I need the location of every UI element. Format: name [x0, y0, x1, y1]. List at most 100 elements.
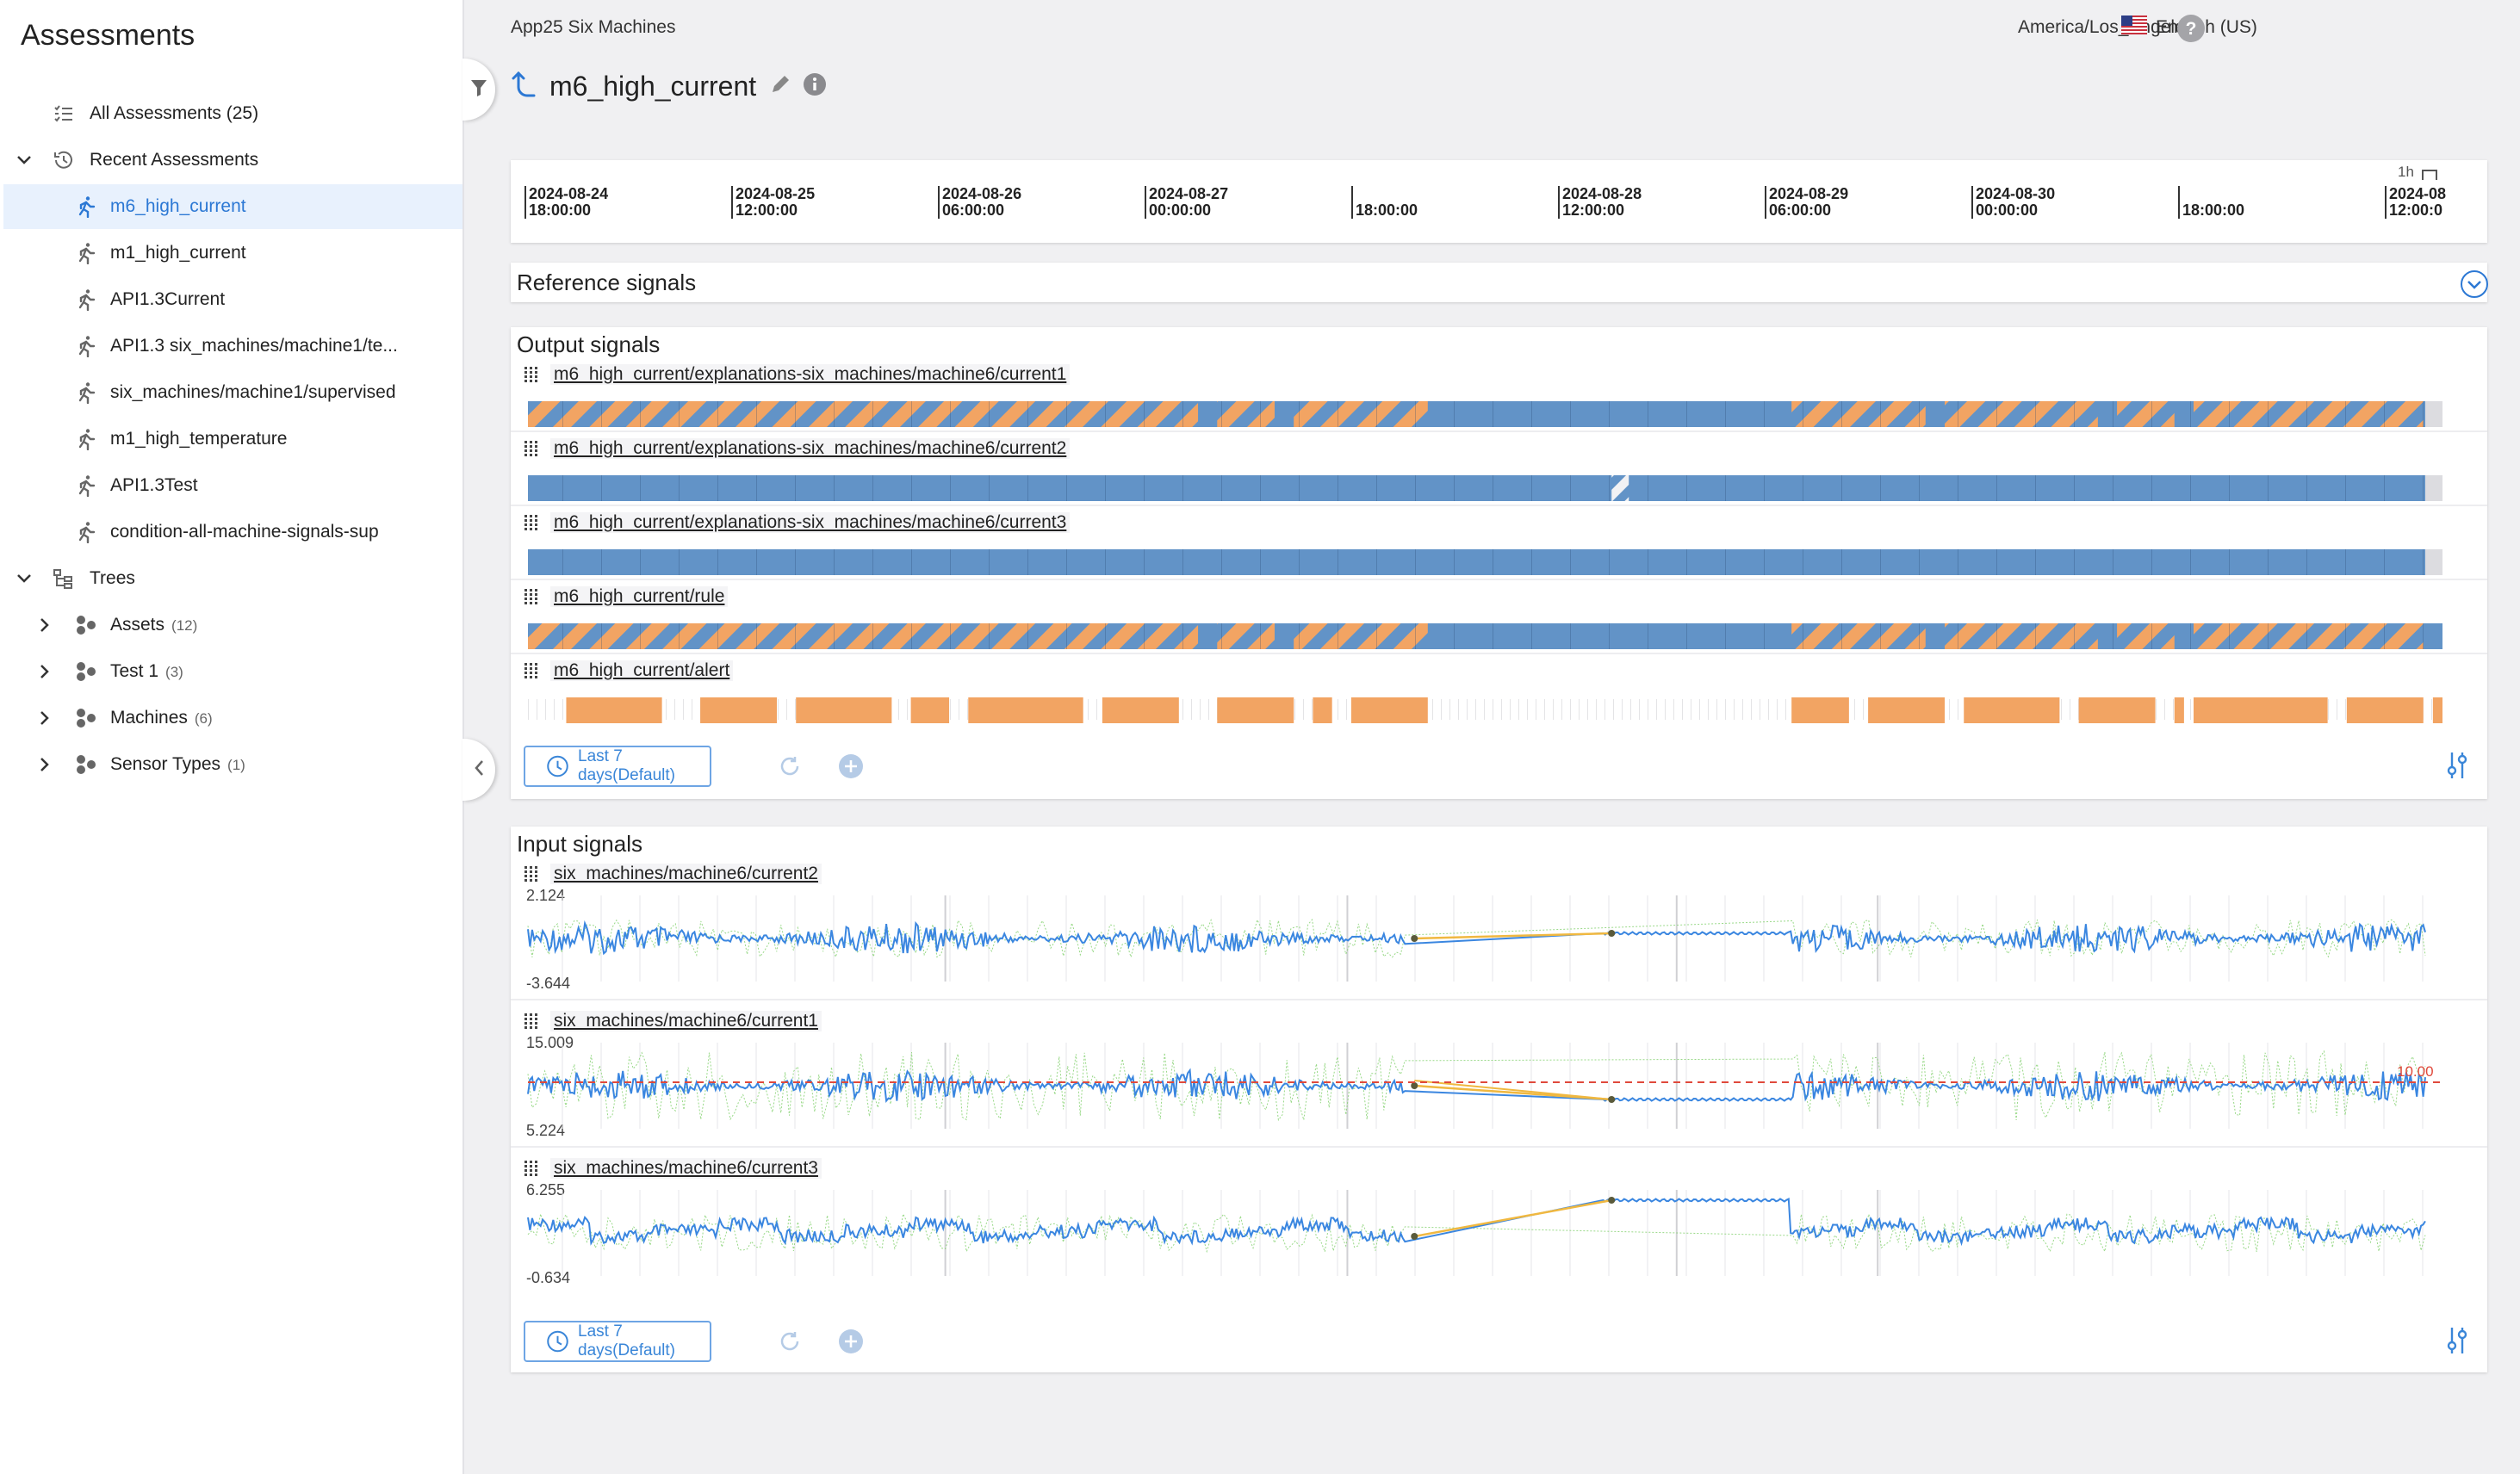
input-signal-link[interactable]: six_machines/machine6/current1: [550, 1011, 822, 1031]
collapse-sidebar-button[interactable]: [462, 739, 495, 801]
sidebar-item-condition-all-machine-signals[interactable]: condition-all-machine-signals-sup: [3, 510, 462, 554]
sidebar-item-api13test[interactable]: API1.3Test: [3, 463, 462, 508]
expand-chevron-icon[interactable]: [2460, 269, 2489, 303]
state-track[interactable]: [511, 618, 2474, 649]
drag-handle-icon[interactable]: [523, 587, 540, 606]
sidebar-group-recent-assessments[interactable]: Recent Assessments: [3, 138, 462, 183]
time-axis-panel[interactable]: 2024-08-24 18:00:00 2024-08-25 12:00:00 20…: [511, 160, 2487, 243]
sidebar-tree-machines[interactable]: Machines (6): [3, 696, 462, 740]
timezone-selector[interactable]: America/Los_Angeles: [2018, 17, 2194, 37]
time-range-button[interactable]: Last 7 days(Default): [524, 746, 711, 787]
sidebar-item-six-machines-supervised[interactable]: six_machines/machine1/supervised: [3, 370, 462, 415]
signal-plot[interactable]: [511, 1190, 2474, 1276]
sample-divider: [601, 401, 602, 427]
time-range-button[interactable]: Last 7 days(Default): [524, 1321, 711, 1362]
alert-gap-tick: [683, 699, 684, 720]
sample-divider: [562, 623, 563, 649]
adjust-sliders-icon[interactable]: [2442, 751, 2472, 780]
back-arrow-icon[interactable]: [512, 70, 537, 103]
sample-divider: [1182, 623, 1183, 649]
alert-gap-tick: [1467, 699, 1468, 720]
alert-gap-tick: [1346, 699, 1347, 720]
chevron-right-icon[interactable]: [36, 756, 53, 773]
signal-plot[interactable]: [511, 1043, 2474, 1129]
adjust-sliders-icon[interactable]: [2442, 1326, 2472, 1355]
sample-divider: [1919, 623, 1920, 649]
sidebar-item-m6-high-current[interactable]: m6_high_current: [3, 184, 462, 229]
sidebar-tree-assets[interactable]: Assets (12): [3, 603, 462, 647]
state-track[interactable]: [511, 396, 2474, 427]
sidebar-item-all-assessments[interactable]: All Assessments (25): [3, 91, 462, 136]
sample-divider: [1570, 475, 1571, 501]
sample-divider: [1880, 401, 1881, 427]
chevron-down-icon[interactable]: [16, 152, 33, 169]
sample-divider: [1531, 623, 1532, 649]
edit-pencil-icon[interactable]: [770, 74, 791, 99]
alert-segment: [1964, 697, 2060, 723]
state-track[interactable]: [511, 470, 2474, 501]
add-signal-icon[interactable]: [836, 1327, 866, 1356]
input-signal-header: six_machines/machine6/current1: [523, 1008, 822, 1034]
sidebar-item-m1-high-current[interactable]: m1_high_current: [3, 231, 462, 276]
alert-gap-tick: [1475, 699, 1476, 720]
output-signal-link[interactable]: m6_high_current/explanations-six_machine…: [550, 364, 1071, 385]
sample-divider: [562, 475, 563, 501]
sidebar-item-api13current[interactable]: API1.3Current: [3, 277, 462, 322]
help-icon[interactable]: ?: [2176, 14, 2206, 43]
tree-count: (3): [165, 664, 183, 680]
drag-handle-icon[interactable]: [523, 365, 540, 384]
chevron-right-icon[interactable]: [36, 663, 53, 680]
sample-divider: [872, 475, 873, 501]
reference-signals-panel[interactable]: Reference signals: [511, 263, 2489, 303]
anomaly-segment: [1294, 623, 1428, 649]
input-signal-link[interactable]: six_machines/machine6/current2: [550, 864, 822, 884]
input-signal-link[interactable]: six_machines/machine6/current3: [550, 1158, 822, 1179]
sample-divider: [1415, 475, 1416, 501]
drag-handle-icon[interactable]: [523, 439, 540, 458]
chevron-down-icon[interactable]: [16, 570, 33, 587]
cluster-icon: [74, 752, 98, 777]
runner-icon: [74, 288, 98, 312]
alert-gap-tick: [1785, 699, 1786, 720]
chevron-right-icon[interactable]: [36, 709, 53, 727]
sidebar-tree-test1[interactable]: Test 1 (3): [3, 649, 462, 694]
chevron-left-icon: [474, 759, 484, 781]
sample-divider: [911, 401, 912, 427]
output-signal-header: m6_high_current/alert: [523, 658, 734, 684]
alert-gap-tick: [674, 699, 675, 720]
output-signal-link[interactable]: m6_high_current/alert: [550, 660, 734, 681]
sidebar-group-trees[interactable]: Trees: [3, 556, 462, 601]
sample-divider: [2151, 549, 2152, 575]
output-signal-link[interactable]: m6_high_current/explanations-six_machine…: [550, 438, 1071, 459]
state-track[interactable]: [511, 692, 2474, 723]
info-icon[interactable]: [803, 72, 827, 101]
alert-gap-tick: [1716, 699, 1717, 720]
sample-divider: [679, 401, 680, 427]
signal-line: [527, 1198, 2426, 1247]
input-signal-header: six_machines/machine6/current2: [523, 861, 822, 887]
chevron-right-icon[interactable]: [36, 616, 53, 634]
add-signal-icon[interactable]: [836, 752, 866, 781]
sidebar-item-m1-high-temperature[interactable]: m1_high_temperature: [3, 417, 462, 461]
alert-gap-tick: [1656, 699, 1657, 720]
signal-plot[interactable]: [511, 895, 2474, 982]
drag-handle-icon[interactable]: [523, 864, 540, 883]
sidebar-tree-sensor-types[interactable]: Sensor Types (1): [3, 742, 462, 787]
refresh-icon[interactable]: [775, 752, 804, 781]
sidebar-item-api13-six-machines[interactable]: API1.3 six_machines/machine1/te...: [3, 324, 462, 368]
filter-toggle-button[interactable]: [462, 59, 495, 121]
checklist-icon: [52, 102, 76, 126]
alert-segment: [2078, 697, 2156, 723]
drag-handle-icon[interactable]: [523, 1159, 540, 1178]
state-track[interactable]: [511, 544, 2474, 575]
output-signal-link[interactable]: m6_high_current/explanations-six_machine…: [550, 512, 1071, 533]
drag-handle-icon[interactable]: [523, 513, 540, 532]
output-signal-link[interactable]: m6_high_current/rule: [550, 586, 729, 607]
time-axis-tick: 2024-08-28 12:00:00: [1558, 186, 1642, 219]
sample-divider: [911, 623, 912, 649]
refresh-icon[interactable]: [775, 1327, 804, 1356]
drag-handle-icon[interactable]: [523, 661, 540, 680]
sample-divider: [562, 401, 563, 427]
runner-icon: [74, 334, 98, 358]
drag-handle-icon[interactable]: [523, 1012, 540, 1031]
